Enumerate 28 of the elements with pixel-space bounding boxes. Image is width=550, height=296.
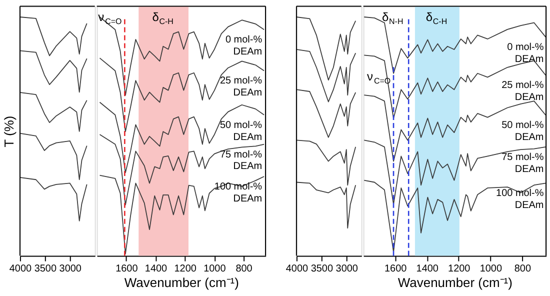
x-tick-label: 800 (514, 263, 532, 274)
x-tick-label: 1600 (384, 263, 408, 274)
series-label: 75 mol-% DEAm (220, 149, 262, 172)
x-tick-label: 1000 (204, 263, 226, 274)
x-tick-label: 1000 (480, 263, 502, 274)
x-tick-label: 3000 (336, 263, 358, 274)
series-label: 25 mol-% DEAm (220, 76, 262, 99)
series-label: 50 mol-% DEAm (220, 120, 262, 143)
x-tick-label: 3500 (310, 263, 334, 274)
series-label: 0 mol-% DEAm (507, 42, 544, 66)
x-tick-label: 1200 (174, 263, 197, 274)
x-tick-label: 1600 (116, 263, 138, 274)
x-tick-label: 3500 (34, 263, 57, 274)
series-label: 0 mol-% DEAm (225, 34, 262, 58)
x-tick-label: 1400 (416, 263, 439, 274)
y-axis-title: T (%) (1, 116, 16, 148)
x-tick-label: 800 (236, 263, 253, 274)
series-label: 75 mol-% DEAm (502, 152, 544, 175)
series-label: 100 mol-% DEAm (496, 188, 544, 212)
x-tick-label: 4000 (9, 263, 32, 274)
x-tick-label: 1400 (144, 263, 168, 274)
series-label: 25 mol-% DEAm (502, 80, 544, 104)
x-tick-label: 1200 (448, 263, 471, 274)
series-label: 50 mol-% DEAm (502, 120, 544, 144)
x-tick-label: 4000 (286, 263, 308, 274)
x-axis-title: Wavenumber (cm⁻¹) (124, 275, 239, 290)
x-axis-title: Wavenumber (cm⁻¹) (398, 275, 512, 290)
x-tick-label: 3000 (59, 263, 82, 274)
